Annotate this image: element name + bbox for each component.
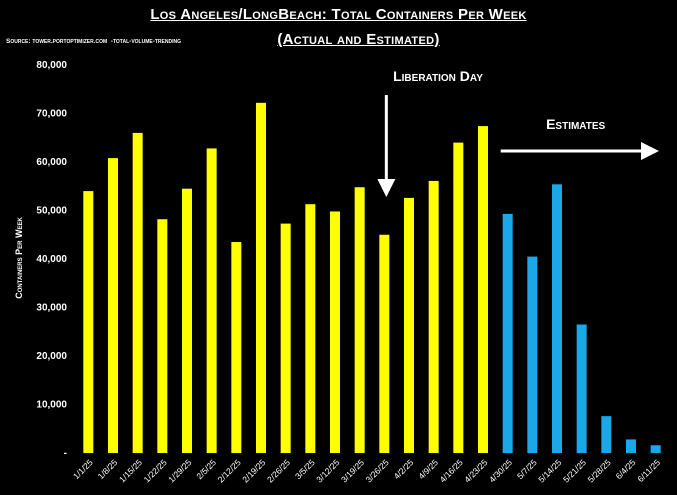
bar-actual	[231, 242, 242, 453]
y-tick-label: 80,000	[36, 60, 67, 71]
x-tick-label: 3/19/25	[339, 457, 366, 484]
y-tick-label: -	[64, 448, 67, 459]
estimates-label: Estimates	[546, 116, 605, 132]
y-tick-label: 50,000	[36, 206, 67, 217]
bar-actual	[478, 126, 488, 454]
bar-actual	[206, 148, 217, 454]
y-tick-label: 70,000	[36, 109, 67, 120]
bar-actual	[83, 191, 94, 453]
y-tick-label: 40,000	[36, 254, 67, 265]
bar-estimated	[626, 439, 636, 453]
chart-subtitle: (Actual and Estimated)	[277, 31, 440, 48]
x-tick-label: 1/22/25	[142, 457, 169, 484]
bar-actual	[305, 204, 316, 453]
bars	[83, 102, 661, 454]
annotations: Liberation Day Estimates	[377, 68, 659, 197]
x-tick-label: 4/16/25	[438, 457, 465, 484]
chart-title: Los Angeles/LongBeach: Total Containers …	[150, 6, 527, 23]
bar-estimated	[527, 256, 538, 453]
x-tick-label: 2/19/25	[240, 457, 267, 484]
x-tick-label: 4/30/25	[487, 457, 514, 484]
x-tick-label: 5/14/25	[536, 457, 563, 484]
bar-actual	[428, 180, 439, 454]
x-tick-label: 2/12/25	[216, 457, 243, 484]
x-tick-label: 1/29/25	[166, 457, 193, 484]
x-tick-label: 5/21/25	[561, 457, 588, 484]
bar-actual	[132, 132, 143, 453]
x-tick-label: 3/26/25	[364, 457, 391, 484]
y-tick-label: 30,000	[36, 303, 67, 314]
x-tick-label: 2/26/25	[265, 457, 292, 484]
y-tick-label: 10,000	[36, 400, 67, 411]
bar-actual	[108, 158, 118, 453]
bar-actual	[280, 223, 291, 453]
bar-actual	[157, 219, 168, 453]
x-tick-label: 6/4/25	[614, 457, 638, 481]
x-tick-label: 4/2/25	[392, 457, 416, 481]
bar-actual	[330, 211, 340, 453]
liberation-day-label: Liberation Day	[393, 68, 483, 84]
x-tick-label: 1/1/25	[71, 457, 95, 481]
x-tick-label: 3/12/25	[314, 457, 341, 484]
source-note: Source: tower.portoptimizer.com -total-v…	[6, 38, 181, 45]
bar-actual	[404, 197, 414, 453]
bar-actual	[256, 102, 266, 453]
bar-estimated	[601, 416, 612, 453]
bar-actual	[379, 234, 390, 453]
x-tick-label: 1/15/25	[117, 457, 144, 484]
y-axis-label: Containers Per Week	[14, 217, 24, 299]
y-tick-label: 60,000	[36, 157, 67, 168]
bar-estimated	[502, 213, 513, 453]
x-tick-label: 5/28/25	[586, 457, 613, 484]
y-axis: - 10,000 20,000 30,000 40,000 50,000 60,000 70,…	[36, 60, 67, 459]
bar-estimated	[650, 445, 661, 453]
bar-actual	[453, 142, 464, 453]
bar-actual	[182, 188, 192, 454]
bar-estimated	[576, 324, 587, 453]
x-axis: 1/1/25 1/8/251/15/251/22/251/29/25 2/5/252…	[71, 457, 662, 484]
bar-actual	[354, 187, 365, 453]
bar-estimated	[552, 184, 562, 453]
y-tick-label: 20,000	[36, 351, 67, 362]
x-tick-label: 6/11/25	[635, 457, 662, 484]
x-tick-label: 4/23/25	[462, 457, 489, 484]
